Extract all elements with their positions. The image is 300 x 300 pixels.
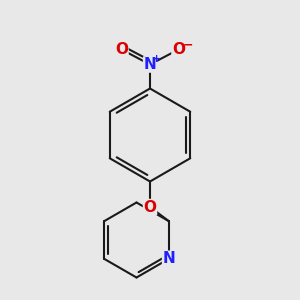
Text: N: N — [163, 251, 176, 266]
Text: O: O — [143, 200, 157, 214]
Text: −: − — [182, 38, 193, 52]
Text: O: O — [172, 42, 185, 57]
Text: N: N — [144, 57, 156, 72]
Text: O: O — [115, 42, 128, 57]
Text: +: + — [152, 54, 161, 64]
